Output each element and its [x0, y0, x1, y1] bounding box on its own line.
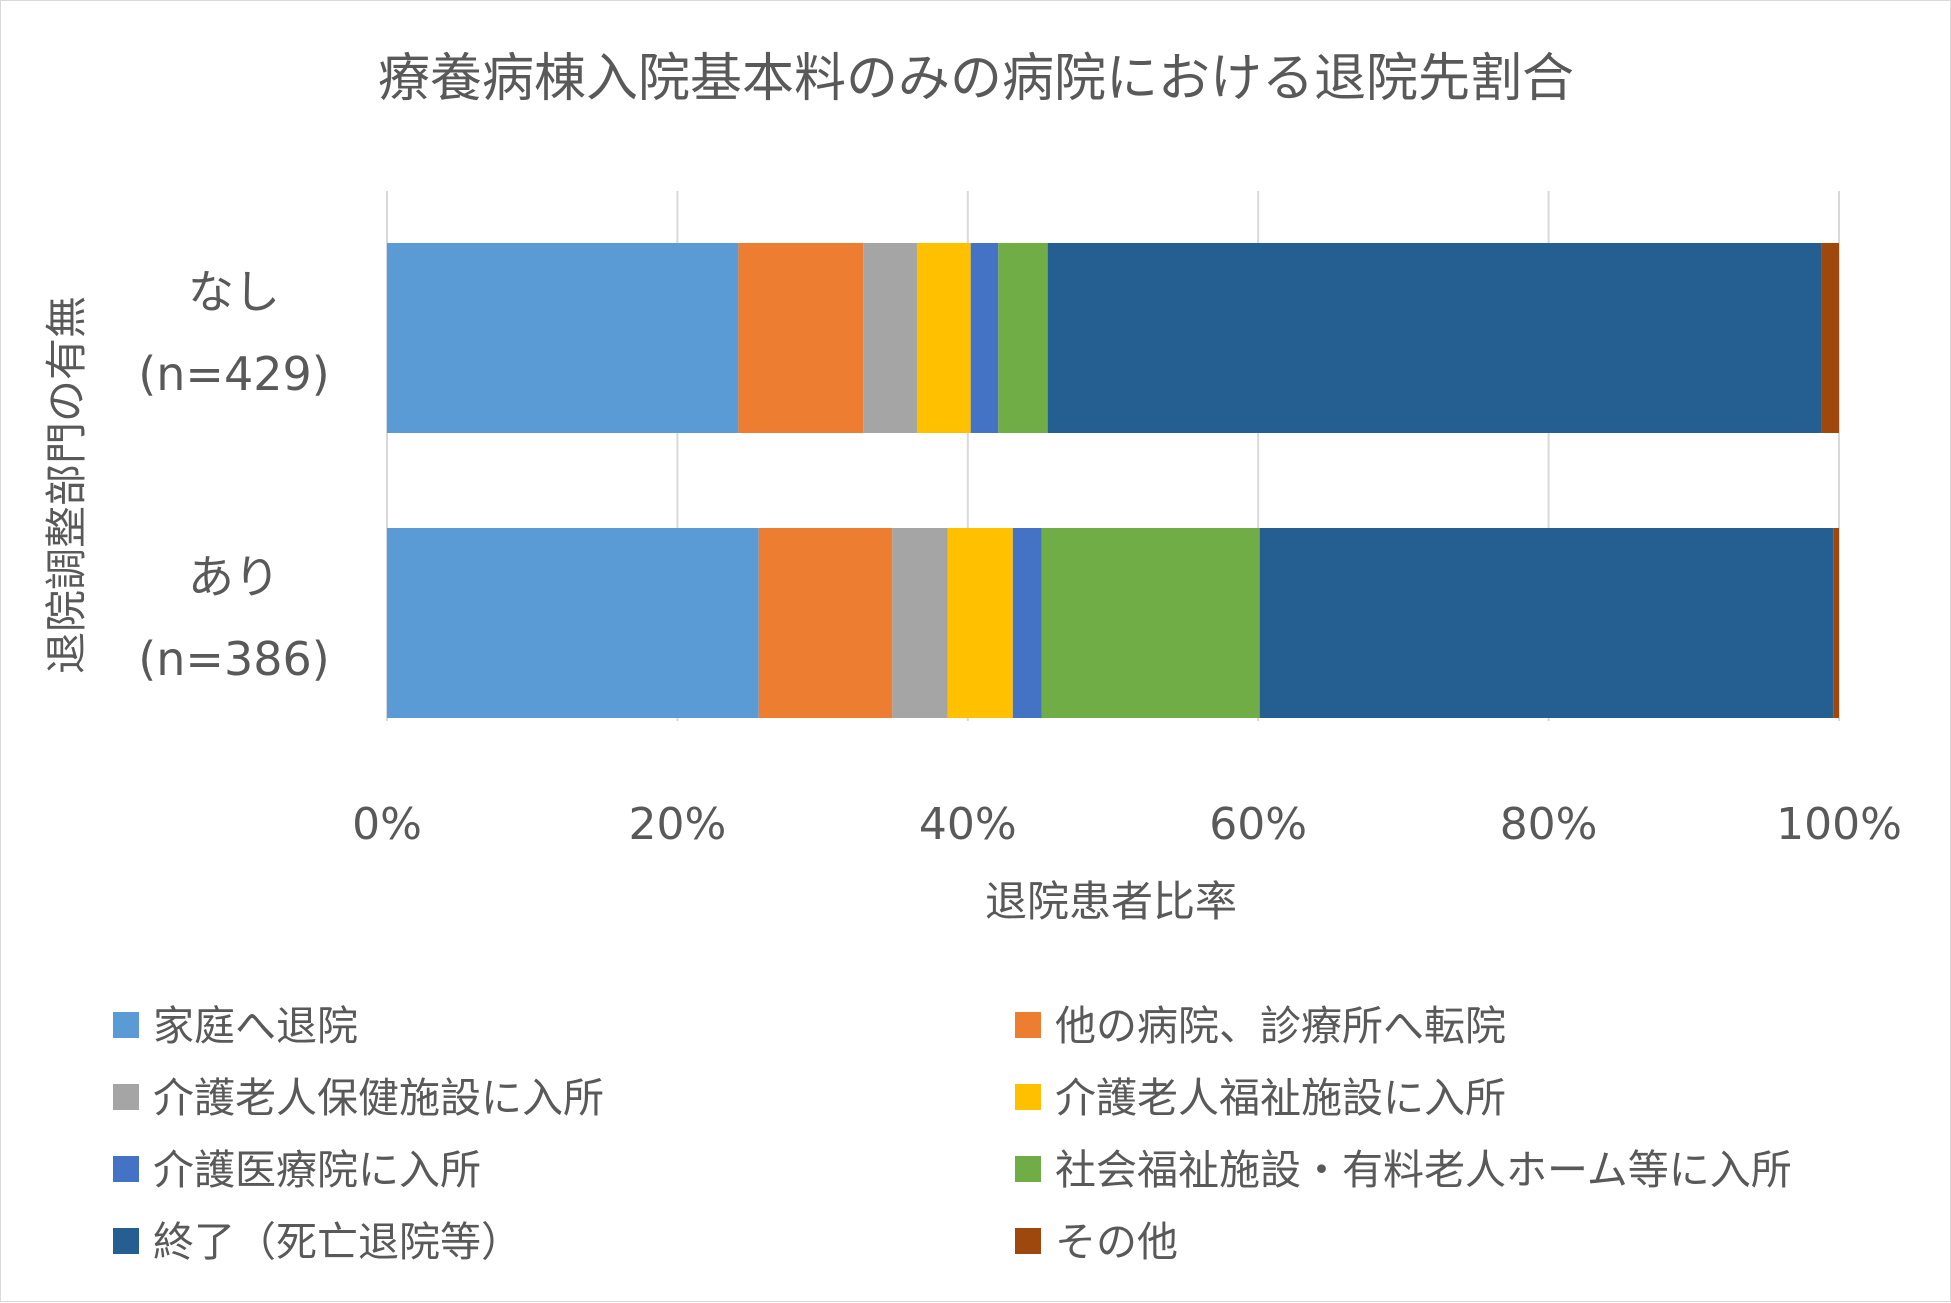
bar-segment [1047, 243, 1822, 433]
legend-label: 介護老人保健施設に入所 [153, 1074, 604, 1122]
bar-segment [1041, 528, 1260, 718]
category-label: あり [188, 550, 280, 604]
bar-segment [1833, 528, 1839, 718]
bar-segment [1259, 528, 1834, 718]
legend-swatch [1015, 1084, 1041, 1110]
x-tick-label: 20% [629, 799, 727, 850]
legend-label: 他の病院、診療所へ転院 [1055, 1002, 1506, 1050]
bar-segment [970, 243, 999, 433]
x-axis-title: 退院患者比率 [985, 877, 1237, 926]
legend-swatch [113, 1012, 139, 1038]
category-label: なし [188, 265, 280, 319]
legend-label: 終了（死亡退院等） [153, 1218, 522, 1266]
chart-title: 療養病棟入院基本料のみの病院における退院先割合 [378, 49, 1574, 109]
legend-label: 家庭へ退院 [153, 1002, 358, 1050]
bar-segment [916, 243, 971, 433]
bar-segment [947, 528, 1013, 718]
y-axis-title: 退院調整部門の有無 [42, 296, 91, 674]
legend-swatch [1015, 1228, 1041, 1254]
legend-label: その他 [1055, 1218, 1178, 1266]
legend-swatch [113, 1228, 139, 1254]
x-tick-label: 60% [1209, 799, 1307, 850]
legend-swatch [1015, 1156, 1041, 1182]
legend-label: 介護医療院に入所 [153, 1146, 481, 1194]
bar-segment [1821, 243, 1839, 433]
bar-segment [387, 243, 739, 433]
category-label: (n=386) [138, 632, 329, 686]
x-tick-label: 80% [1500, 799, 1598, 850]
legend-label: 介護老人福祉施設に入所 [1055, 1074, 1506, 1122]
legend-swatch [113, 1084, 139, 1110]
bar-segment [998, 243, 1048, 433]
x-tick-label: 0% [352, 799, 422, 850]
category-labels: なし (n=429) あり (n=386) [138, 265, 329, 686]
legend-label: 社会福祉施設・有料老人ホーム等に入所 [1055, 1146, 1792, 1194]
legend-swatch [113, 1156, 139, 1182]
bar-segment [738, 243, 864, 433]
bar-segment [863, 243, 917, 433]
bars [387, 243, 1839, 718]
bar-segment [758, 528, 893, 718]
x-tick-label: 40% [919, 799, 1017, 850]
bar-segment [1012, 528, 1042, 718]
legend-swatch [1015, 1012, 1041, 1038]
bar-segment [892, 528, 948, 718]
category-label: (n=429) [138, 347, 329, 401]
x-tick-label: 100% [1776, 799, 1902, 850]
bar-segment [387, 528, 759, 718]
x-tick-labels: 0% 20% 40% 60% 80% 100% [352, 799, 1902, 850]
